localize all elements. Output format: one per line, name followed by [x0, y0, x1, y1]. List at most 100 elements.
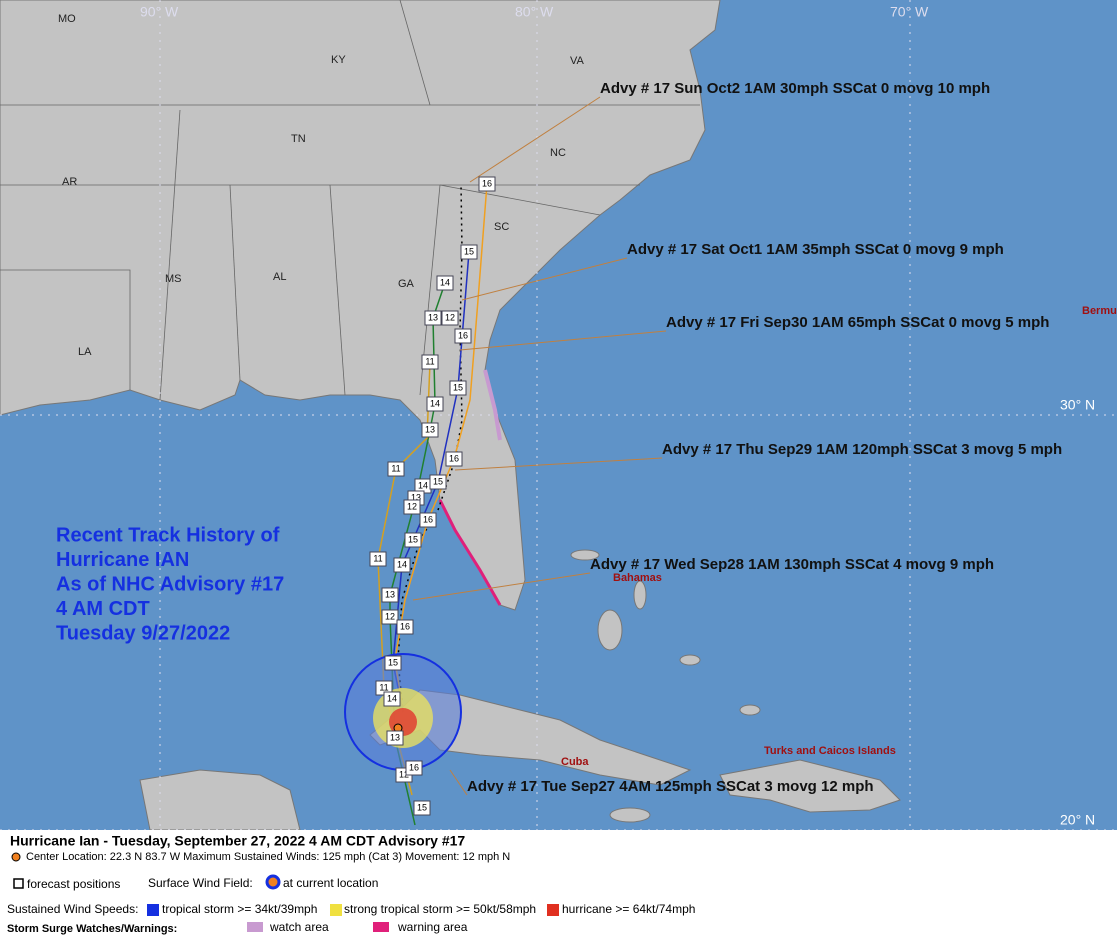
- title-line: 4 AM CDT: [56, 598, 150, 620]
- track-label: 11: [379, 682, 388, 692]
- advisory-label: Advy # 17 Wed Sep28 1AM 130mph SSCat 4 m…: [590, 556, 994, 573]
- leader-line: [461, 257, 628, 301]
- track-marker: [449, 380, 467, 396]
- track-marker: [421, 354, 439, 370]
- track-label: 15: [464, 246, 474, 256]
- track-label: 13: [425, 424, 435, 434]
- track-marker: [403, 499, 421, 515]
- track-label: 12: [385, 611, 395, 621]
- track-label: 11: [425, 356, 434, 366]
- us-land: [0, 0, 721, 611]
- track-label: 13: [428, 312, 438, 322]
- track-marker: [404, 532, 422, 548]
- track-marker: [426, 396, 444, 412]
- track-label: 16: [409, 762, 419, 772]
- track-label: 14: [418, 480, 428, 490]
- leader-line: [454, 457, 663, 471]
- state-label: VA: [570, 55, 585, 67]
- hu-swatch: [547, 904, 559, 916]
- place-label: Cuba: [561, 756, 589, 768]
- track-label: 11: [373, 553, 382, 563]
- advisory-label: Advy # 17 Sun Oct2 1AM 30mph SSCat 0 mov…: [600, 80, 990, 97]
- track-marker: [381, 609, 399, 625]
- legend-panel: [0, 830, 1117, 940]
- track-marker: [436, 275, 454, 291]
- state-label: MO: [58, 13, 76, 25]
- track-label: 11: [391, 463, 400, 473]
- track-marker: [419, 512, 437, 528]
- advisory-label: Advy # 17 Thu Sep29 1AM 120mph SSCat 3 m…: [662, 441, 1062, 458]
- legend-text: warning area: [397, 920, 468, 934]
- track-label: 12: [407, 501, 417, 511]
- leader-line: [469, 96, 601, 183]
- legend-text: Hurricane Ian - Tuesday, September 27, 2…: [10, 833, 465, 849]
- track-label: 14: [440, 277, 450, 287]
- track-marker: [478, 176, 496, 192]
- advisory-label: Advy # 17 Sat Oct1 1AM 35mph SSCat 0 mov…: [627, 241, 1004, 258]
- track-label: 12: [399, 769, 409, 779]
- center-icon: [11, 852, 21, 862]
- legend-text: Center Location: 22.3 N 83.7 W Maximum S…: [26, 851, 510, 863]
- track-marker: [454, 328, 472, 344]
- place-label: Bermu: [1082, 305, 1117, 317]
- ts-swatch: [147, 904, 159, 916]
- legend-text: Storm Surge Watches/Warnings:: [7, 923, 177, 935]
- state-label: AR: [62, 176, 77, 188]
- place-label: Turks and Caicos Islands: [764, 745, 896, 757]
- state-label: AL: [273, 271, 286, 283]
- track-marker: [413, 800, 431, 816]
- track-label: 14: [387, 693, 397, 703]
- track-marker: [387, 461, 405, 477]
- track-label: 15: [433, 476, 443, 486]
- track-label: 14: [430, 398, 440, 408]
- track-label: 16: [449, 453, 459, 463]
- track-label: 16: [423, 514, 433, 524]
- title-line: Tuesday 9/27/2022: [56, 622, 230, 644]
- advisory-label: Advy # 17 Fri Sep30 1AM 65mph SSCat 0 mo…: [666, 314, 1049, 331]
- leader-lines: [412, 96, 667, 796]
- track-label: 15: [388, 657, 398, 667]
- state-label: NC: [550, 147, 566, 159]
- track-marker: [384, 655, 402, 671]
- legend-text: watch area: [269, 920, 329, 934]
- forecast-icon: [13, 878, 24, 889]
- track-marker: [445, 451, 463, 467]
- state-label: KY: [331, 54, 346, 66]
- watch-coast: [483, 369, 502, 441]
- track-marker: [405, 760, 423, 776]
- track-label: 14: [397, 559, 407, 569]
- legend-text: forecast positions: [27, 877, 120, 891]
- lon-label: 90° W: [140, 4, 179, 20]
- warning-swatch: [373, 922, 389, 932]
- track-marker: [460, 244, 478, 260]
- title-line: As of NHC Advisory #17: [56, 573, 284, 595]
- hispaniola: [719, 759, 901, 813]
- track-label: 16: [400, 621, 410, 631]
- track-marker: [386, 730, 404, 746]
- warning-coast: [438, 499, 502, 606]
- track-marker: [393, 557, 411, 573]
- track-marker: [441, 310, 459, 326]
- track-marker: [396, 619, 414, 635]
- track-label: 13: [385, 589, 395, 599]
- state-label: SC: [494, 221, 509, 233]
- track-label: 16: [482, 178, 492, 188]
- title-line: Recent Track History of: [56, 524, 280, 546]
- track-label: 13: [411, 492, 421, 502]
- lat-label: 30° N: [1060, 397, 1095, 413]
- lat-label: 20° N: [1060, 812, 1095, 828]
- state-label: TN: [291, 133, 306, 145]
- leader-line: [459, 330, 667, 351]
- track-label: 12: [445, 312, 455, 322]
- legend-text: at current location: [283, 876, 378, 890]
- title-line: Hurricane IAN: [56, 549, 189, 571]
- track-marker: [421, 422, 439, 438]
- track-label: 15: [408, 534, 418, 544]
- state-label: GA: [398, 278, 415, 290]
- state-label: LA: [78, 346, 92, 358]
- track-marker: [383, 691, 401, 707]
- state-label: MS: [165, 273, 182, 285]
- place-label: Bahamas: [613, 572, 662, 584]
- track-marker: [381, 587, 399, 603]
- legend-text: Surface Wind Field:: [148, 876, 253, 890]
